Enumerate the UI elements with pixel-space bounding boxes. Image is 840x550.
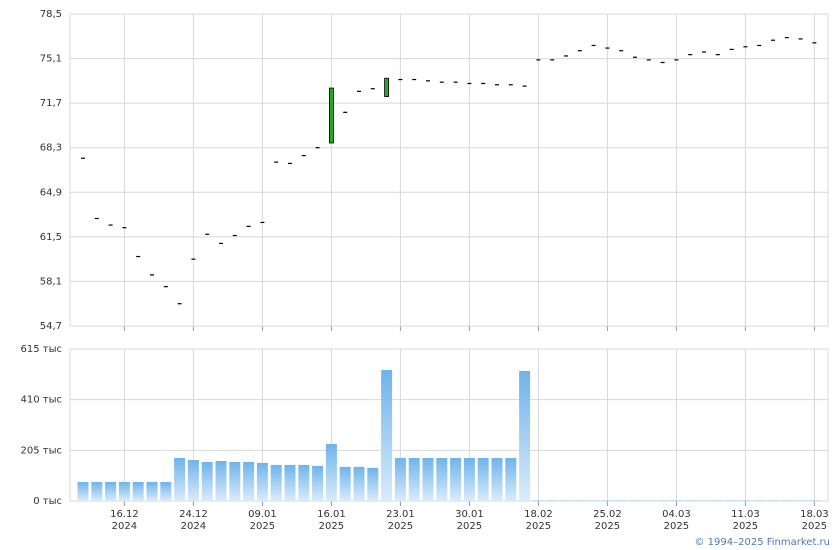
volume-bar	[215, 460, 227, 501]
volume-bar	[808, 500, 820, 502]
volume-bar	[201, 461, 213, 501]
volume-bar	[753, 500, 765, 502]
volume-bar	[312, 465, 324, 501]
volume-bar	[601, 500, 613, 502]
x-tick-year: 2025	[319, 521, 344, 532]
x-tick-label: 23.01	[386, 509, 415, 520]
volume-bar	[160, 481, 172, 501]
y-tick-label: 61,5	[40, 232, 62, 243]
volume-bar	[105, 481, 117, 501]
volume-bar	[574, 500, 586, 502]
volume-bar	[436, 457, 448, 501]
x-tick-label: 16.12	[110, 509, 139, 520]
volume-bar	[339, 466, 351, 501]
x-tick-year: 2025	[802, 521, 827, 532]
volume-bar	[381, 370, 393, 501]
volume-bar	[146, 481, 158, 501]
volume-bar	[532, 500, 544, 502]
x-tick-label: 18.02	[524, 509, 553, 520]
volume-bar	[325, 443, 337, 501]
y-tick-label: 615 тыс	[21, 344, 62, 355]
volume-bar	[367, 467, 379, 501]
volume-bar	[629, 500, 641, 502]
volume-bar	[726, 500, 738, 502]
x-tick-year: 2024	[181, 521, 206, 532]
volume-bar	[174, 457, 186, 501]
volume-bar	[491, 457, 503, 501]
x-tick-label: 11.03	[731, 509, 760, 520]
volume-bar	[546, 500, 558, 502]
volume-bar	[684, 500, 696, 502]
y-tick-label: 0 тыс	[33, 496, 62, 507]
x-tick-year: 2025	[733, 521, 758, 532]
x-tick-year: 2024	[112, 521, 137, 532]
volume-bar	[560, 500, 572, 502]
y-tick-label: 75,1	[40, 54, 62, 65]
x-tick-year: 2025	[457, 521, 482, 532]
x-tick-label: 25.02	[593, 509, 622, 520]
volume-bar	[477, 457, 489, 501]
x-tick-year: 2025	[526, 521, 551, 532]
volume-bar	[132, 481, 144, 501]
volume-bar	[712, 500, 724, 502]
volume-bar	[77, 481, 89, 501]
volume-bar	[229, 461, 241, 501]
x-tick-label: 24.12	[179, 509, 208, 520]
volume-bar	[270, 464, 282, 501]
volume-bar	[256, 462, 268, 501]
x-tick-label: 30.01	[455, 509, 484, 520]
volume-bar	[118, 481, 130, 501]
volume-bar	[450, 457, 462, 501]
volume-bar	[353, 466, 365, 501]
x-tick-label: 04.03	[662, 509, 691, 520]
x-tick-year: 2025	[595, 521, 620, 532]
volume-bar	[187, 459, 199, 501]
volume-bar	[615, 500, 627, 502]
candle-body	[384, 77, 390, 97]
y-tick-label: 64,9	[40, 187, 62, 198]
candle-body	[328, 87, 334, 144]
volume-bar	[394, 457, 406, 501]
volume-bar	[795, 500, 807, 502]
y-tick-label: 68,3	[40, 143, 62, 154]
volume-bar	[643, 500, 655, 502]
x-tick-label: 18.03	[800, 509, 829, 520]
volume-bar	[657, 500, 669, 502]
y-tick-label: 54,7	[40, 321, 62, 332]
volume-bar	[408, 457, 420, 501]
volume-bar	[670, 500, 682, 502]
y-tick-label: 78,5	[40, 9, 62, 20]
footer: © 1994–2025 Finmarket.ru	[694, 537, 830, 548]
x-tick-label: 09.01	[248, 509, 277, 520]
y-tick-label: 58,1	[40, 276, 62, 287]
y-tick-label: 71,7	[40, 98, 62, 109]
volume-bar	[588, 500, 600, 502]
x-tick-year: 2025	[388, 521, 413, 532]
volume-bar	[463, 457, 475, 501]
volume-bar	[767, 500, 779, 502]
x-tick-year: 2025	[250, 521, 275, 532]
volume-bar	[91, 481, 103, 501]
volume-bar	[739, 500, 751, 502]
volume-bar	[298, 464, 310, 501]
y-tick-label: 410 тыс	[21, 395, 62, 406]
volume-bar	[243, 461, 255, 501]
volume-bar	[422, 457, 434, 501]
volume-bar	[505, 457, 517, 501]
volume-bar	[698, 500, 710, 502]
price-frame	[69, 13, 829, 327]
y-tick-label: 205 тыс	[21, 445, 62, 456]
x-tick-year: 2025	[664, 521, 689, 532]
volume-bar	[519, 370, 531, 501]
x-tick-label: 16.01	[317, 509, 346, 520]
volume-bar	[284, 464, 296, 501]
volume-bar	[781, 500, 793, 502]
